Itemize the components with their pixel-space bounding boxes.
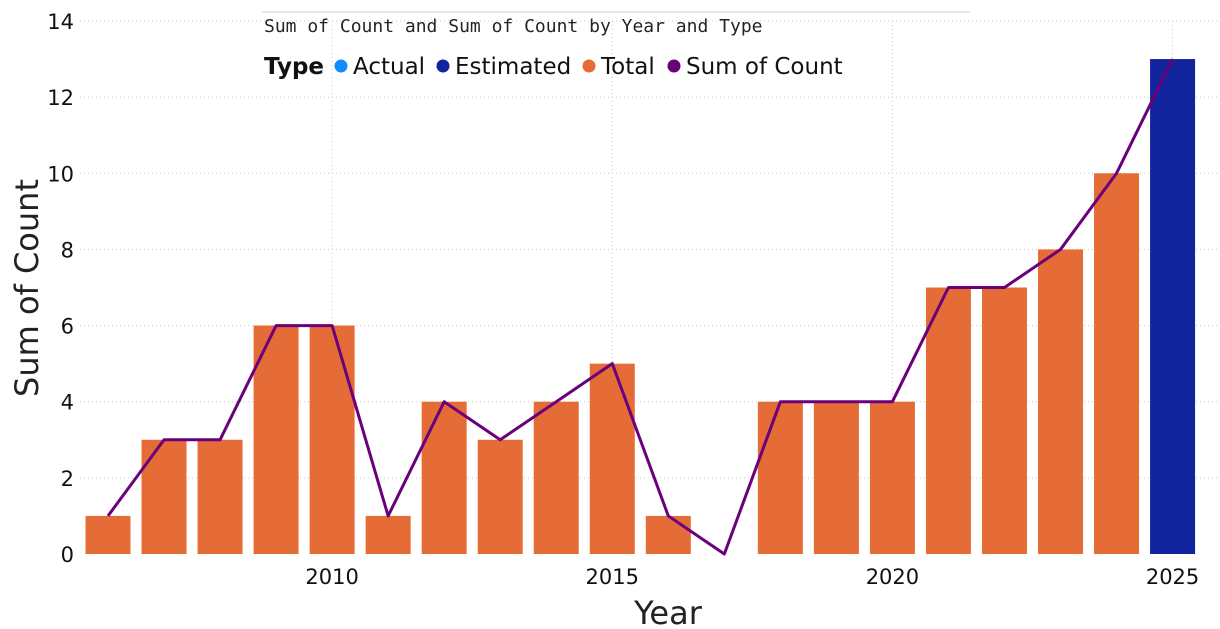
y-tick-label: 4 — [61, 391, 74, 415]
y-tick-label: 14 — [47, 10, 74, 34]
bar-2022 — [981, 287, 1027, 554]
sum-of-count-line — [106, 58, 1174, 556]
bar-2015 — [589, 363, 635, 554]
bar-2009 — [253, 325, 299, 554]
bar-2020 — [869, 401, 915, 554]
chart-title: Sum of Count and Sum of Count by Year an… — [264, 16, 763, 37]
x-tick-label: 2010 — [305, 565, 358, 589]
y-tick-label: 0 — [61, 543, 74, 567]
y-axis-title: Sum of Count — [8, 179, 46, 397]
legend-marker — [334, 59, 348, 73]
bar-2025 — [1150, 59, 1196, 554]
bar-2014 — [533, 401, 579, 554]
bar-2018 — [757, 401, 803, 554]
y-tick-label: 2 — [61, 467, 74, 491]
bar-2024 — [1094, 173, 1140, 555]
line-series — [106, 58, 1174, 556]
x-tick-label: 2015 — [586, 565, 639, 589]
legend-marker — [582, 59, 596, 73]
y-axis-ticks: 0 2 4 6 8 10 12 14 — [47, 10, 74, 567]
legend-label: Estimated — [455, 54, 571, 80]
bar-2013 — [477, 439, 523, 554]
legend-label: Total — [600, 54, 655, 80]
bar-2011 — [365, 515, 411, 554]
x-tick-label: 2025 — [1146, 565, 1199, 589]
y-tick-label: 6 — [61, 315, 74, 339]
bar-2010 — [309, 325, 355, 554]
legend-title: Type — [264, 54, 324, 80]
x-axis-ticks: 2010 2015 2020 2025 — [305, 565, 1199, 589]
bar-2012 — [421, 401, 467, 554]
bar-2016 — [645, 515, 691, 554]
legend-label: Sum of Count — [686, 54, 843, 80]
bar-2023 — [1038, 249, 1084, 554]
y-tick-label: 10 — [47, 162, 74, 186]
legend: Type Actual Estimated Total Sum of Count — [264, 54, 843, 80]
legend-marker — [436, 59, 450, 73]
bar-2007 — [141, 439, 187, 554]
bar-2006 — [85, 515, 131, 554]
legend-label: Actual — [353, 54, 425, 80]
bar-2021 — [925, 287, 971, 554]
bar-2019 — [813, 401, 859, 554]
x-tick-label: 2020 — [866, 565, 919, 589]
y-tick-label: 12 — [47, 86, 74, 110]
x-axis-title: Year — [633, 594, 703, 629]
legend-marker — [667, 59, 681, 73]
bars — [85, 59, 1196, 555]
y-tick-label: 8 — [61, 238, 74, 262]
bar-2008 — [197, 439, 243, 554]
